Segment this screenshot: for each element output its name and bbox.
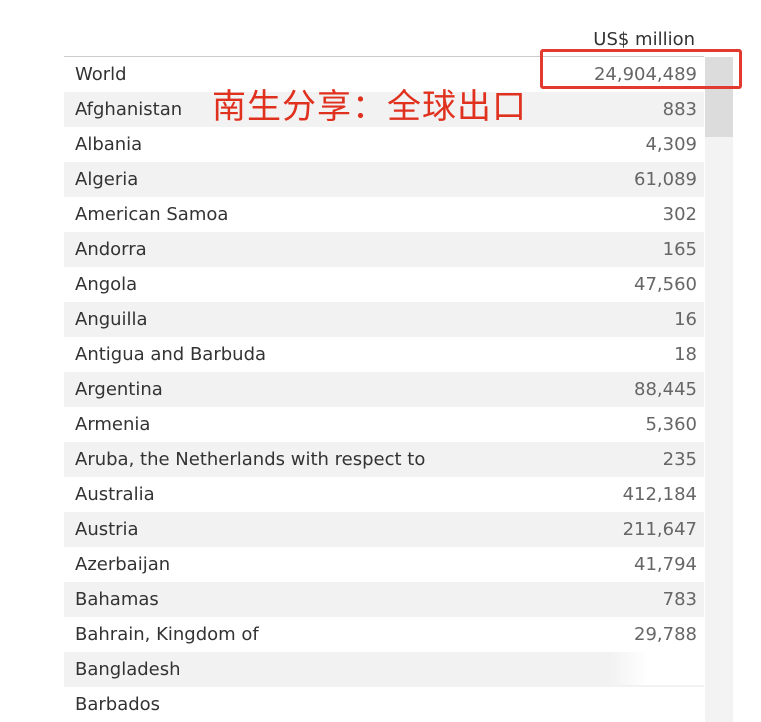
export-value: 47,560 [634, 274, 697, 295]
table-row[interactable]: World 24,904,489 [64, 57, 704, 92]
country-name: Angola [75, 274, 138, 295]
unit-header: US$ million [593, 29, 695, 50]
country-name: Algeria [75, 169, 139, 190]
country-name: Albania [75, 134, 143, 155]
export-value: 61,089 [634, 169, 697, 190]
export-value: 18 [674, 344, 697, 365]
export-value: 16 [674, 309, 697, 330]
table-row[interactable]: Barbados [64, 687, 704, 722]
table-row[interactable]: Bahrain, Kingdom of 29,788 [64, 617, 704, 652]
table-row[interactable]: American Samoa 302 [64, 197, 704, 232]
export-table: World 24,904,489 Afghanistan 883 Albania… [64, 57, 704, 722]
country-name: Antigua and Barbuda [75, 344, 267, 365]
export-value: 412,184 [622, 484, 697, 505]
export-value: 5,360 [645, 414, 697, 435]
country-name: Anguilla [75, 309, 148, 330]
watermark-annotation: 南生分享：全球出口 [212, 87, 527, 127]
country-name: Armenia [75, 414, 151, 435]
table-row[interactable]: Algeria 61,089 [64, 162, 704, 197]
export-value: 29,788 [634, 624, 697, 645]
table-row[interactable]: Australia 412,184 [64, 477, 704, 512]
table-row[interactable]: Angola 47,560 [64, 267, 704, 302]
export-value: 302 [662, 204, 697, 225]
country-name: Austria [75, 519, 139, 540]
country-name: Bangladesh [75, 659, 181, 680]
country-name: Argentina [75, 379, 163, 400]
table-row[interactable]: Aruba, the Netherlands with respect to 2… [64, 442, 704, 477]
scrollbar-thumb[interactable] [705, 57, 733, 137]
export-value: 211,647 [622, 519, 697, 540]
export-value: 165 [662, 239, 697, 260]
table-row[interactable]: Bahamas 783 [64, 582, 704, 617]
highlight-box [540, 49, 742, 89]
export-value: 235 [662, 449, 697, 470]
table-row[interactable]: Anguilla 16 [64, 302, 704, 337]
country-name: American Samoa [75, 204, 229, 225]
table-row[interactable]: Armenia 5,360 [64, 407, 704, 442]
table-row[interactable]: Afghanistan 883 [64, 92, 704, 127]
country-name: Aruba, the Netherlands with respect to [75, 449, 426, 470]
vertical-scrollbar[interactable] [705, 57, 733, 722]
country-name: Azerbaijan [75, 554, 171, 575]
country-name: Bahamas [75, 589, 159, 610]
table-row[interactable]: Austria 211,647 [64, 512, 704, 547]
table-row[interactable]: Andorra 165 [64, 232, 704, 267]
table-row[interactable]: Argentina 88,445 [64, 372, 704, 407]
export-value: 24,904,489 [593, 64, 697, 85]
export-value: 88,445 [634, 379, 697, 400]
header-divider [64, 56, 704, 57]
country-name: Barbados [75, 694, 161, 715]
export-value: 783 [662, 589, 697, 610]
table-row[interactable]: Azerbaijan 41,794 [64, 547, 704, 582]
table-row[interactable]: Antigua and Barbuda 18 [64, 337, 704, 372]
table-row[interactable]: Bangladesh [64, 652, 704, 687]
fade-overlay [610, 650, 705, 685]
export-value: 41,794 [634, 554, 697, 575]
country-name: Bahrain, Kingdom of [75, 624, 259, 645]
country-name: Australia [75, 484, 155, 505]
table-row[interactable]: Albania 4,309 [64, 127, 704, 162]
country-name: World [75, 64, 127, 85]
country-name: Afghanistan [75, 99, 183, 120]
export-value: 4,309 [645, 134, 697, 155]
country-name: Andorra [75, 239, 147, 260]
export-value: 883 [662, 99, 697, 120]
